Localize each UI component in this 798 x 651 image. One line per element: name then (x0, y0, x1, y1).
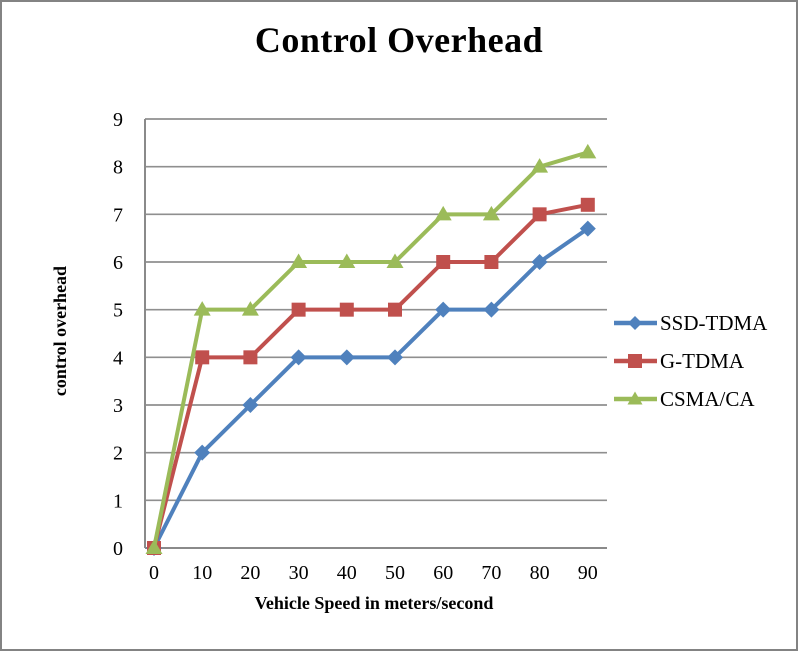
data-point-triangle-icon (290, 253, 308, 268)
chart-title: Control Overhead (254, 20, 544, 60)
data-point-triangle-icon (193, 301, 211, 316)
legend-label: CSMA/CA (660, 386, 755, 411)
svg-text:30: 30 (289, 562, 309, 584)
svg-text:0: 0 (149, 562, 159, 584)
legend-item-g-tdma: G-TDMA (612, 349, 744, 373)
svg-text:0: 0 (113, 538, 123, 560)
data-point-square-icon (484, 255, 499, 269)
svg-text:8: 8 (113, 157, 123, 179)
svg-text:6: 6 (113, 252, 123, 274)
data-point-square-icon (388, 302, 402, 317)
svg-text:70: 70 (481, 562, 501, 584)
data-point-diamond-icon (531, 254, 548, 270)
data-point-diamond-icon (242, 397, 259, 413)
series-CSMA/CA (145, 143, 597, 554)
svg-text:1: 1 (113, 490, 123, 512)
data-point-triangle-icon (386, 253, 404, 268)
series-SSD-TDMA (146, 220, 596, 556)
data-point-diamond-icon (194, 444, 211, 461)
data-point-square-icon (243, 350, 258, 365)
svg-text:20: 20 (240, 562, 260, 584)
series-G-TDMA (147, 197, 595, 555)
data-point-triangle-icon (241, 301, 259, 316)
svg-text:50: 50 (385, 562, 405, 584)
data-point-diamond-icon (435, 301, 452, 318)
legend-line-square-icon (614, 354, 657, 368)
data-point-diamond-icon (387, 349, 403, 366)
data-point-triangle-icon (145, 539, 163, 554)
x-axis-title: Vehicle Speed in meters/second (254, 593, 494, 613)
data-point-diamond-icon (483, 301, 500, 318)
svg-text:3: 3 (113, 395, 123, 417)
data-point-square-icon (339, 302, 354, 317)
svg-text:40: 40 (337, 562, 357, 584)
data-point-square-icon (580, 197, 595, 212)
data-point-square-icon (436, 255, 451, 269)
data-point-triangle-icon (338, 253, 356, 268)
data-point-triangle-icon (482, 205, 500, 221)
legend-line-diamond-icon (614, 316, 657, 330)
legend-item-ssd-tdma: SSD-TDMA (612, 311, 767, 335)
data-point-triangle-icon (434, 205, 452, 221)
legend-label: SSD-TDMA (660, 310, 768, 335)
data-point-square-icon (195, 350, 210, 365)
svg-text:9: 9 (113, 109, 123, 131)
data-point-triangle-icon (579, 143, 597, 159)
legend-line-triangle-icon (614, 391, 657, 405)
x-tick-labels: 0 10 20 30 40 50 60 70 80 90 (149, 562, 598, 584)
legend-item-csma-ca: CSMA/CA (612, 387, 755, 411)
svg-text:10: 10 (192, 562, 212, 584)
y-tick-labels: 0 1 2 3 4 5 6 7 8 9 (113, 109, 123, 560)
svg-text:2: 2 (113, 443, 123, 465)
data-point-diamond-icon (290, 349, 307, 366)
svg-text:7: 7 (113, 204, 123, 226)
data-point-square-icon (532, 207, 547, 222)
data-point-diamond-icon (338, 349, 355, 366)
svg-text:60: 60 (433, 562, 453, 584)
data-point-diamond-icon (579, 220, 596, 237)
svg-text:5: 5 (113, 300, 123, 322)
svg-text:4: 4 (113, 347, 123, 369)
svg-text:90: 90 (578, 562, 598, 584)
svg-text:80: 80 (530, 562, 550, 584)
legend-label: G-TDMA (660, 348, 744, 373)
data-point-triangle-icon (531, 158, 549, 173)
data-point-square-icon (291, 302, 306, 317)
axes (144, 119, 607, 549)
